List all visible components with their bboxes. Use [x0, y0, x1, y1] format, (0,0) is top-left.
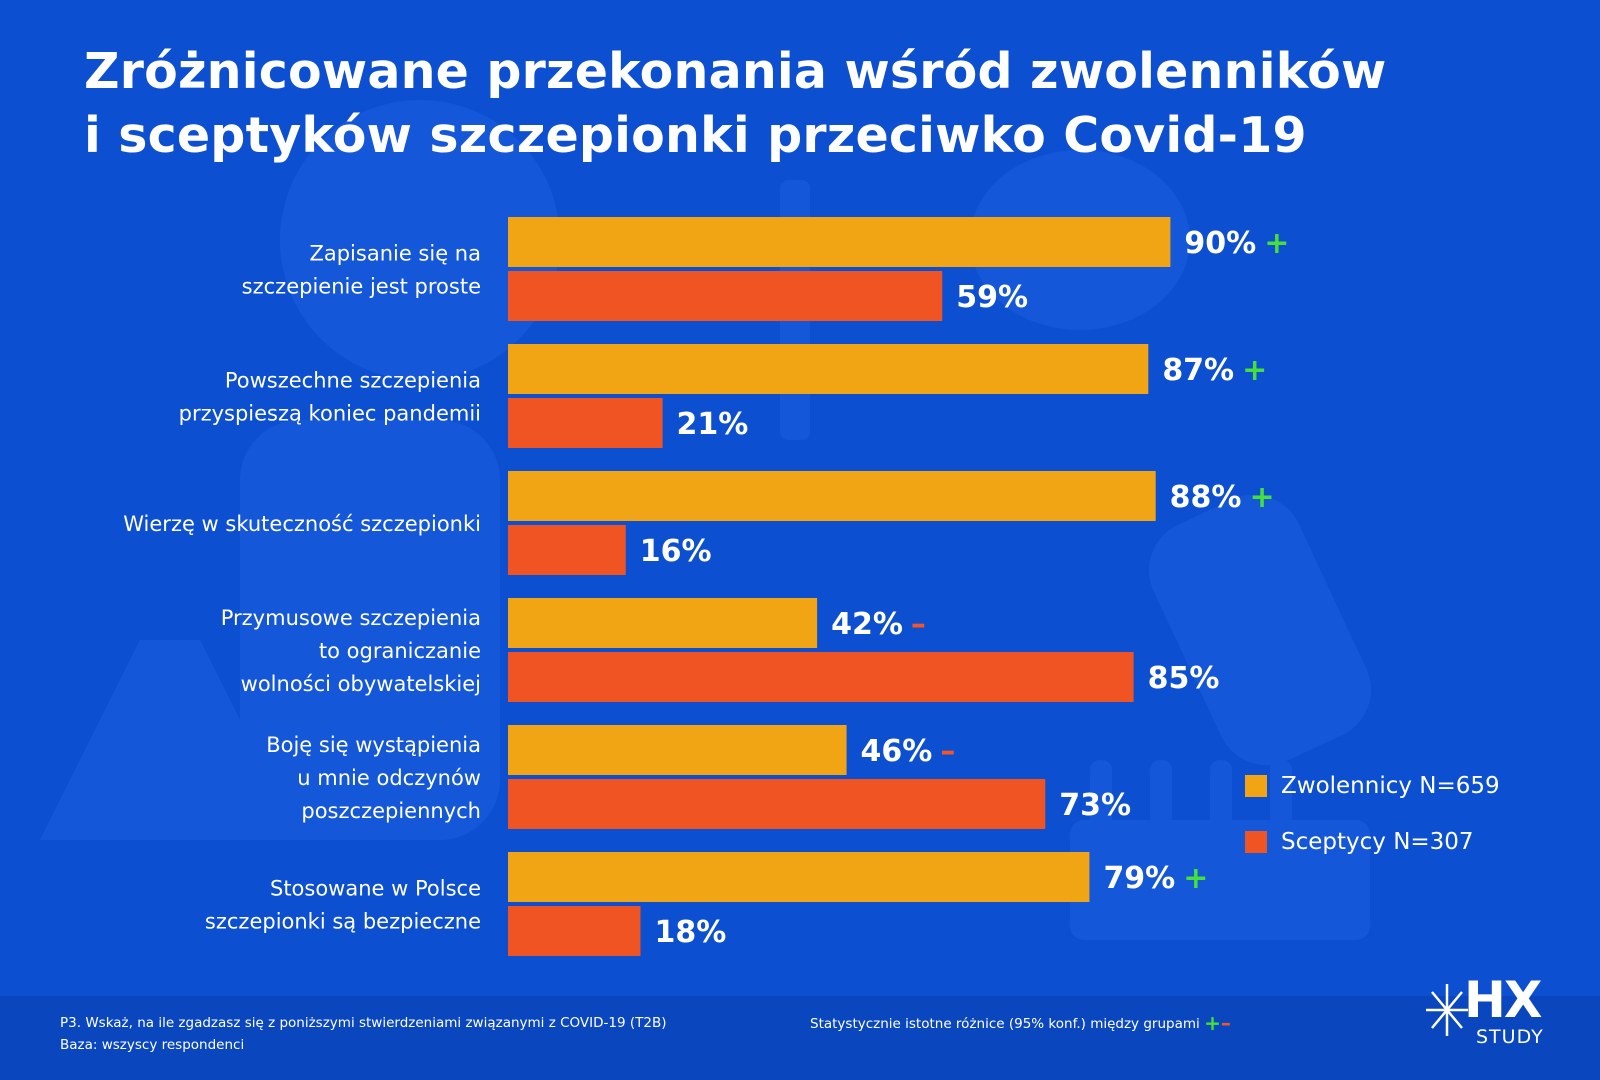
category-label-6-line-2: szczepionki są bezpieczne — [205, 910, 481, 934]
footer-question: P3. Wskaż, na ile zgadzasz się z poniższ… — [60, 1015, 667, 1031]
value-label-sceptycy-2: 21% — [677, 407, 749, 442]
bar-zwolennicy-5 — [508, 725, 847, 775]
logo-sub: STUDY — [1476, 1026, 1544, 1048]
significance-plus-icon: + — [1204, 1011, 1221, 1035]
legend-item-sceptycy: Sceptycy N=307 — [1245, 814, 1500, 870]
bar-zwolennicy-6 — [508, 852, 1090, 902]
legend-label-sceptycy: Sceptycy N=307 — [1281, 829, 1474, 855]
bar-zwolennicy-1 — [508, 217, 1171, 267]
value-label-zwolennicy-5: 46% — [861, 734, 933, 769]
bar-sceptycy-4 — [508, 652, 1134, 702]
category-label-4-line-1: Przymusowe szczepienia — [221, 606, 481, 630]
bar-sceptycy-3 — [508, 525, 626, 575]
value-label-sceptycy-6: 18% — [654, 915, 726, 950]
title-line-2: i sceptyków szczepionki przeciwko Covid-… — [84, 107, 1307, 164]
significance-note: Statystycznie istotne różnice (95% konf.… — [810, 1012, 1231, 1035]
bar-zwolennicy-4 — [508, 598, 818, 648]
value-label-zwolennicy-4: 42% — [831, 607, 903, 642]
title-line-1: Zróżnicowane przekonania wśród zwolennik… — [84, 43, 1387, 100]
value-label-zwolennicy-6: 79% — [1103, 861, 1175, 896]
significance-text: Statystycznie istotne różnice (95% konf.… — [810, 1016, 1200, 1032]
value-label-zwolennicy-2: 87% — [1162, 353, 1234, 388]
value-label-zwolennicy-1: 90% — [1184, 226, 1256, 261]
footer-base: Baza: wszyscy respondenci — [60, 1037, 245, 1053]
bar-sceptycy-1 — [508, 271, 943, 321]
hx-study-logo: HX STUDY — [1424, 971, 1564, 1056]
category-label-3-line-1: Wierzę w skuteczność szczepionki — [123, 512, 481, 536]
value-label-sceptycy-4: 85% — [1148, 661, 1220, 696]
category-label-4-line-3: wolności obywatelskiej — [241, 672, 481, 696]
legend-swatch-sceptycy — [1245, 831, 1267, 853]
significance-plus-icon-6: + — [1183, 861, 1208, 896]
footer-notes: P3. Wskaż, na ile zgadzasz się z poniższ… — [60, 1012, 666, 1056]
bar-sceptycy-2 — [508, 398, 663, 448]
significance-plus-icon-1: + — [1264, 226, 1289, 261]
value-label-zwolennicy-3: 88% — [1170, 480, 1242, 515]
category-label-5-line-2: u mnie odczynów — [297, 766, 481, 790]
logo-star-icon — [1426, 984, 1468, 1036]
significance-plus-icon-3: + — [1249, 480, 1274, 515]
category-label-6-line-1: Stosowane w Polsce — [270, 877, 481, 901]
significance-plus-icon-2: + — [1242, 353, 1267, 388]
significance-minus-icon: – — [1220, 1011, 1231, 1035]
category-label-1-line-1: Zapisanie się na — [309, 242, 481, 266]
category-label-4-line-2: to ograniczanie — [319, 639, 481, 663]
logo-mark: HX — [1464, 971, 1542, 1029]
category-label-5-line-1: Boję się wystąpienia — [266, 733, 481, 757]
bar-sceptycy-5 — [508, 779, 1046, 829]
category-label-5-line-3: poszczepiennych — [301, 799, 481, 823]
category-label-2-line-1: Powszechne szczepienia — [225, 369, 481, 393]
legend-label-zwolennicy: Zwolennicy N=659 — [1281, 773, 1500, 799]
significance-minus-icon-5: – — [940, 734, 955, 769]
category-label-2-line-2: przyspieszą koniec pandemii — [179, 402, 481, 426]
legend-swatch-zwolennicy — [1245, 775, 1267, 797]
footer: P3. Wskaż, na ile zgadzasz się z poniższ… — [0, 996, 1600, 1080]
legend: Zwolennicy N=659 Sceptycy N=307 — [1245, 758, 1500, 870]
bar-zwolennicy-3 — [508, 471, 1156, 521]
significance-minus-icon-4: – — [911, 607, 926, 642]
value-label-sceptycy-3: 16% — [640, 534, 712, 569]
chart-title: Zróżnicowane przekonania wśród zwolennik… — [84, 40, 1524, 168]
category-label-1-line-2: szczepienie jest proste — [242, 275, 481, 299]
legend-item-zwolennicy: Zwolennicy N=659 — [1245, 758, 1500, 814]
bar-zwolennicy-2 — [508, 344, 1149, 394]
value-label-sceptycy-5: 73% — [1059, 788, 1131, 823]
value-label-sceptycy-1: 59% — [956, 280, 1028, 315]
bar-sceptycy-6 — [508, 906, 641, 956]
